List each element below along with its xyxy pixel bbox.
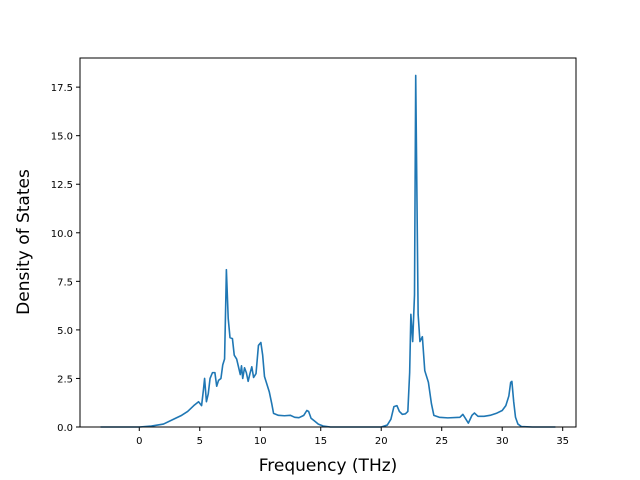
y-tick-label: 0.0 bbox=[57, 423, 73, 434]
plot-frame bbox=[79, 57, 577, 428]
series-layer bbox=[100, 74, 556, 428]
y-tick-label: 2.5 bbox=[57, 374, 73, 385]
x-tick-label: 10 bbox=[254, 436, 267, 447]
y-tick-label: 12.5 bbox=[51, 180, 73, 191]
x-tick-label: 35 bbox=[556, 436, 569, 447]
x-axis-ticks: 0 5 10 15 20 25 30 35 bbox=[136, 427, 569, 447]
y-tick-label: 17.5 bbox=[51, 83, 73, 94]
dos-series-line bbox=[100, 74, 556, 428]
y-tick-label: 10.0 bbox=[51, 229, 73, 240]
x-tick-label: 5 bbox=[197, 436, 203, 447]
y-tick-label: 15.0 bbox=[51, 132, 73, 143]
y-tick-label: 5.0 bbox=[57, 326, 73, 337]
x-tick-label: 25 bbox=[435, 436, 448, 447]
y-tick-label: 7.5 bbox=[57, 277, 73, 288]
y-axis-label: Density of States bbox=[14, 169, 34, 315]
x-tick-label: 0 bbox=[136, 436, 142, 447]
x-tick-label: 15 bbox=[314, 436, 327, 447]
x-axis-label: Frequency (THz) bbox=[259, 456, 398, 476]
x-tick-label: 30 bbox=[496, 436, 509, 447]
y-axis-ticks: 0.0 2.5 5.0 7.5 10.0 12.5 15.0 17.5 bbox=[51, 83, 80, 434]
x-tick-label: 20 bbox=[375, 436, 388, 447]
